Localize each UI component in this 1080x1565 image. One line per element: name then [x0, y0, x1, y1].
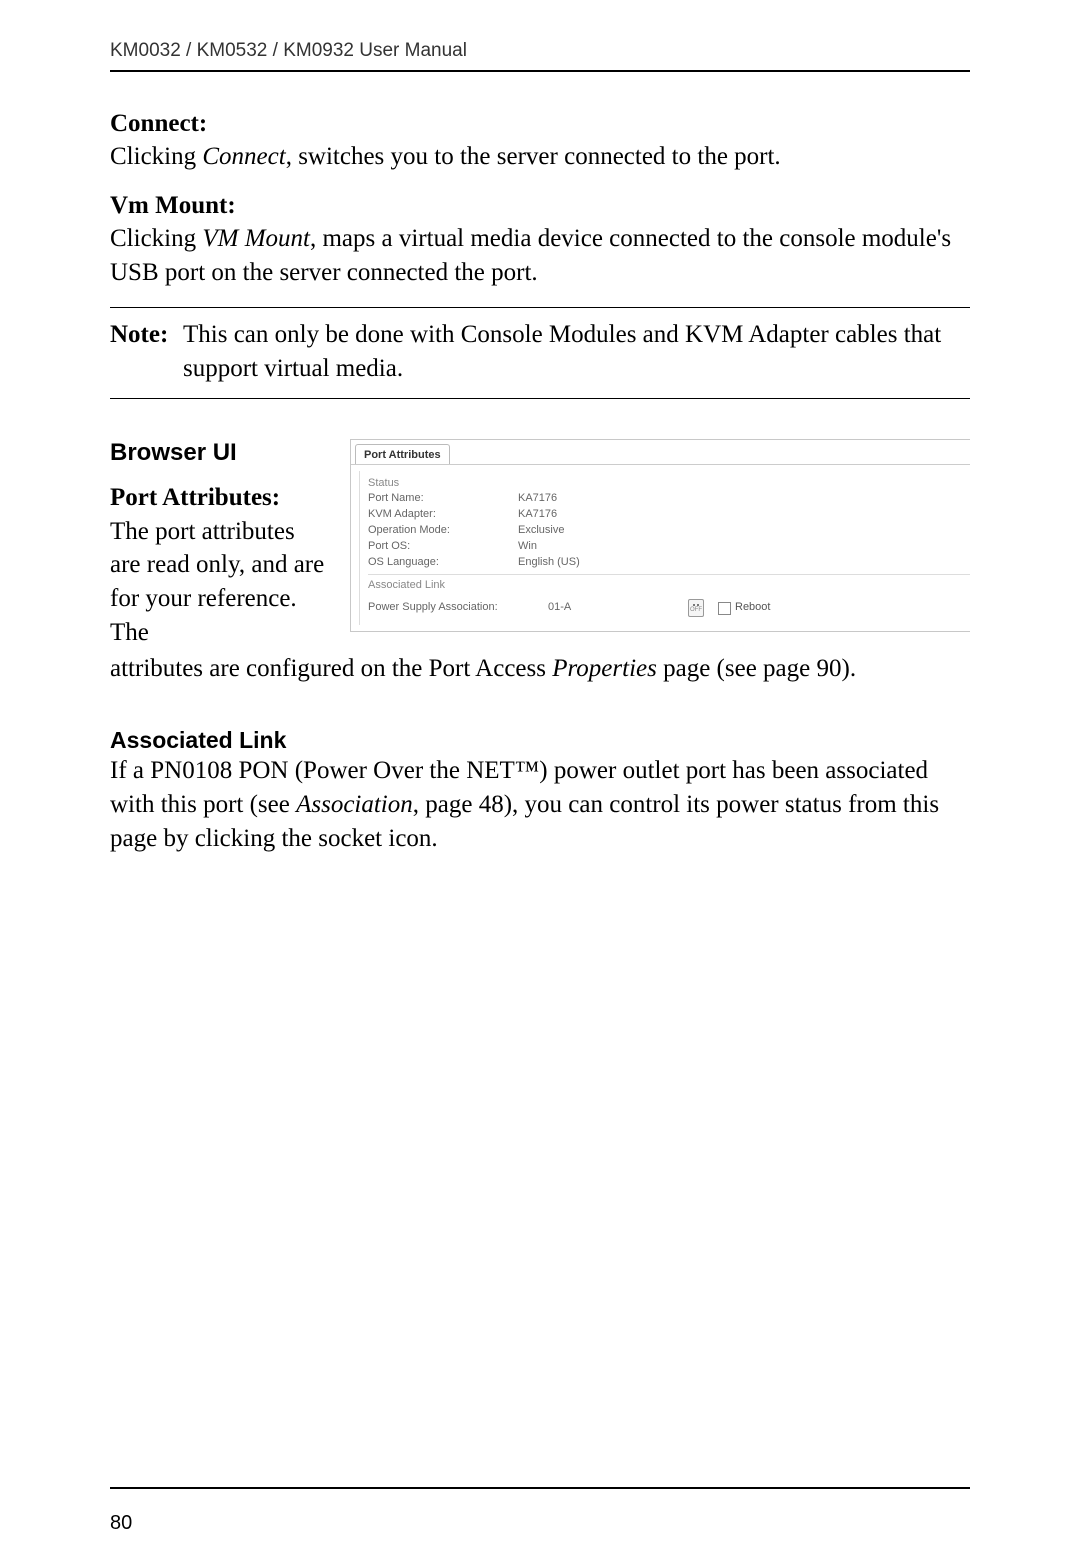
vmmount-text-italic: VM Mount: [202, 225, 310, 252]
after-text-b: page (see page 90).: [657, 655, 856, 682]
tab-port-attributes[interactable]: Port Attributes: [355, 444, 450, 464]
kv-value: Win: [518, 539, 668, 555]
port-attributes-text: The port attributes are read only, and a…: [110, 515, 330, 650]
assoc-text-italic: Association: [296, 791, 413, 818]
status-label: Status: [368, 477, 970, 489]
kv-value: KA7176: [518, 507, 668, 523]
assoc-row: Power Supply Association: 01-A OFF Reboo…: [368, 593, 970, 621]
kv-row: KVM Adapter: KA7176: [368, 507, 970, 523]
kv-value: English (US): [518, 555, 668, 571]
note-label: Note:: [110, 318, 183, 386]
kv-label: Port OS:: [368, 539, 518, 555]
after-text-italic: Properties: [552, 655, 657, 682]
port-attributes-heading: Port Attributes:: [110, 481, 330, 515]
kv-value: Exclusive: [518, 523, 668, 539]
vmmount-body: Clicking VM Mount, maps a virtual media …: [110, 222, 970, 290]
panel-inner: Status Port Name: KA7176 KVM Adapter: KA…: [359, 471, 970, 626]
note-row: Note: This can only be done with Console…: [110, 308, 970, 398]
port-attributes-after: attributes are configured on the Port Ac…: [110, 652, 970, 686]
browser-ui-heading: Browser UI: [110, 439, 330, 467]
connect-text-b: , switches you to the server connected t…: [286, 143, 781, 170]
psa-label: Power Supply Association:: [368, 600, 548, 616]
kv-label: Port Name:: [368, 491, 518, 507]
psa-value: 01-A: [548, 600, 688, 616]
connect-text-italic: Connect: [202, 143, 285, 170]
running-head: KM0032 / KM0532 / KM0932 User Manual: [110, 40, 970, 70]
panel-divider: [368, 574, 970, 575]
footer-rule: [110, 1487, 970, 1489]
tab-strip: Port Attributes: [351, 440, 970, 465]
reboot-checkbox[interactable]: [718, 602, 731, 615]
status-rows: Port Name: KA7176 KVM Adapter: KA7176 Op…: [368, 491, 970, 571]
socket-off-label: OFF: [690, 607, 702, 613]
kv-label: Operation Mode:: [368, 523, 518, 539]
kv-label: OS Language:: [368, 555, 518, 571]
vmmount-heading: Vm Mount:: [110, 192, 970, 220]
port-attributes-panel: Port Attributes Status Port Name: KA7176…: [350, 439, 970, 633]
vmmount-text-a: Clicking: [110, 225, 202, 252]
kv-row: Port OS: Win: [368, 539, 970, 555]
page: KM0032 / KM0532 / KM0932 User Manual Con…: [0, 0, 1080, 1565]
kv-label: KVM Adapter:: [368, 507, 518, 523]
browser-right-col: Port Attributes Status Port Name: KA7176…: [350, 439, 970, 633]
browser-ui-row: Browser UI Port Attributes: The port att…: [110, 439, 970, 650]
kv-value: KA7176: [518, 491, 668, 507]
page-number: 80: [110, 1512, 132, 1535]
associated-link-heading: Associated Link: [110, 727, 970, 754]
note-text: This can only be done with Console Modul…: [183, 318, 970, 386]
associated-link-body: If a PN0108 PON (Power Over the NET™) po…: [110, 754, 970, 855]
after-text-a: attributes are configured on the Port Ac…: [110, 655, 552, 682]
socket-icon[interactable]: OFF: [688, 599, 704, 617]
kv-row: Port Name: KA7176: [368, 491, 970, 507]
browser-left-col: Browser UI Port Attributes: The port att…: [110, 439, 330, 650]
header-rule: [110, 70, 970, 72]
reboot-label: Reboot: [735, 600, 770, 616]
note-rule-bottom: [110, 398, 970, 399]
note-block: Note: This can only be done with Console…: [110, 307, 970, 399]
connect-body: Clicking Connect, switches you to the se…: [110, 140, 970, 174]
kv-row: OS Language: English (US): [368, 555, 970, 571]
assoc-link-label: Associated Link: [368, 579, 970, 591]
kv-row: Operation Mode: Exclusive: [368, 523, 970, 539]
connect-text-a: Clicking: [110, 143, 202, 170]
socket-dots-icon: [693, 604, 699, 606]
connect-heading: Connect:: [110, 110, 970, 138]
